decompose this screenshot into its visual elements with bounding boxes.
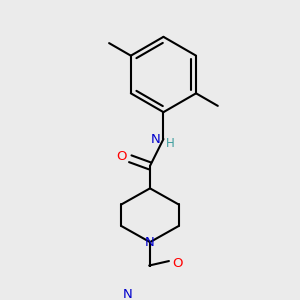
Text: N: N	[122, 288, 132, 300]
Text: H: H	[166, 137, 175, 150]
Text: N: N	[145, 236, 155, 249]
Text: N: N	[151, 133, 161, 146]
Text: O: O	[116, 151, 127, 164]
Text: O: O	[172, 257, 183, 270]
